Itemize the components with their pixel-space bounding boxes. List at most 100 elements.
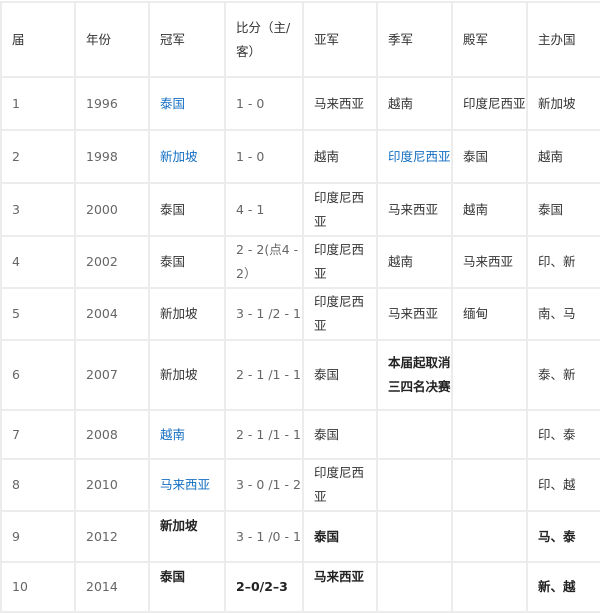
header-champion: 冠军 bbox=[148, 1, 226, 78]
cell-edition: 5 bbox=[0, 287, 76, 341]
cell-champion[interactable]: 泰国 bbox=[148, 76, 226, 131]
header-host: 主办国 bbox=[526, 1, 600, 78]
cell-runner-up: 泰国 bbox=[302, 409, 378, 460]
cell-host: 新加坡 bbox=[526, 76, 600, 131]
table-row: 4 2002 泰国 2 - 2(点4 - 2） 印度尼西亚 越南 马来西亚 印、新 bbox=[0, 235, 600, 289]
cell-champion: 新加坡 bbox=[148, 510, 226, 563]
cell-runner-up: 马来西亚 bbox=[302, 76, 378, 131]
cell-host: 印、泰 bbox=[526, 409, 600, 460]
cell-score: 3 - 1 /2 - 1 bbox=[224, 287, 304, 341]
cell-runner-up: 印度尼西亚 bbox=[302, 235, 378, 289]
cell-edition: 3 bbox=[0, 182, 76, 237]
cell-fourth: 马来西亚 bbox=[451, 235, 528, 289]
cell-runner-up: 泰国 bbox=[302, 339, 378, 411]
cell-champion: 新加坡 bbox=[148, 287, 226, 341]
header-fourth: 殿军 bbox=[451, 1, 528, 78]
cell-edition: 9 bbox=[0, 510, 76, 563]
cell-third: 本届起取消三四名决赛 bbox=[376, 339, 453, 411]
table-row: 3 2000 泰国 4 - 1 印度尼西亚 马来西亚 越南 泰国 bbox=[0, 182, 600, 237]
cell-host: 泰国 bbox=[526, 182, 600, 237]
header-edition: 届 bbox=[0, 1, 76, 78]
cell-third bbox=[376, 510, 453, 563]
cell-score: 2 - 1 /1 - 1 bbox=[224, 409, 304, 460]
cell-runner-up: 泰国 bbox=[302, 510, 378, 563]
cell-year: 2002 bbox=[74, 235, 150, 289]
cell-third bbox=[376, 409, 453, 460]
cell-champion[interactable]: 越南 bbox=[148, 409, 226, 460]
cell-score: 2 - 1 /1 - 1 bbox=[224, 339, 304, 411]
cell-third bbox=[376, 458, 453, 512]
cell-year: 2012 bbox=[74, 510, 150, 563]
cell-edition: 4 bbox=[0, 235, 76, 289]
cell-score: 4 - 1 bbox=[224, 182, 304, 237]
cell-host: 南、马 bbox=[526, 287, 600, 341]
cell-third bbox=[376, 561, 453, 613]
cell-runner-up: 印度尼西亚 bbox=[302, 287, 378, 341]
cell-year: 2000 bbox=[74, 182, 150, 237]
cell-host: 印、新 bbox=[526, 235, 600, 289]
cell-score: 1 - 0 bbox=[224, 129, 304, 184]
cell-score: 2 - 2(点4 - 2） bbox=[224, 235, 304, 289]
cell-edition: 6 bbox=[0, 339, 76, 411]
cell-year: 2014 bbox=[74, 561, 150, 613]
cell-champion[interactable]: 新加坡 bbox=[148, 129, 226, 184]
table-row: 9 2012 新加坡 3 - 1 /0 - 1 泰国 马、泰 bbox=[0, 510, 600, 563]
cell-host: 泰、新 bbox=[526, 339, 600, 411]
cell-third[interactable]: 印度尼西亚 bbox=[376, 129, 453, 184]
cell-runner-up: 印度尼西亚 bbox=[302, 182, 378, 237]
cell-edition: 8 bbox=[0, 458, 76, 512]
table-row: 5 2004 新加坡 3 - 1 /2 - 1 印度尼西亚 马来西亚 缅甸 南、马 bbox=[0, 287, 600, 341]
cell-champion: 泰国 bbox=[148, 235, 226, 289]
cell-year: 2007 bbox=[74, 339, 150, 411]
cell-fourth: 缅甸 bbox=[451, 287, 528, 341]
cell-host: 新、越 bbox=[526, 561, 600, 613]
cell-score: 3 - 1 /0 - 1 bbox=[224, 510, 304, 563]
table-row: 6 2007 新加坡 2 - 1 /1 - 1 泰国 本届起取消三四名决赛 泰、新 bbox=[0, 339, 600, 411]
cell-score: 2–0/2–3 bbox=[224, 561, 304, 613]
cell-third: 越南 bbox=[376, 76, 453, 131]
header-row: 届 年份 冠军 比分（主/客） 亚军 季军 殿军 主办国 bbox=[0, 1, 600, 78]
cell-champion: 泰国 bbox=[148, 182, 226, 237]
cell-fourth: 印度尼西亚 bbox=[451, 76, 528, 131]
table-row: 1 1996 泰国 1 - 0 马来西亚 越南 印度尼西亚 新加坡 bbox=[0, 76, 600, 131]
cell-edition: 10 bbox=[0, 561, 76, 613]
cell-edition: 1 bbox=[0, 76, 76, 131]
cell-third: 马来西亚 bbox=[376, 182, 453, 237]
cell-year: 2008 bbox=[74, 409, 150, 460]
cell-year: 1998 bbox=[74, 129, 150, 184]
cell-champion[interactable]: 马来西亚 bbox=[148, 458, 226, 512]
cell-edition: 2 bbox=[0, 129, 76, 184]
cell-host: 越南 bbox=[526, 129, 600, 184]
cell-runner-up: 印度尼西亚 bbox=[302, 458, 378, 512]
cell-runner-up: 马来西亚 bbox=[302, 561, 378, 613]
cell-fourth: 泰国 bbox=[451, 129, 528, 184]
header-third: 季军 bbox=[376, 1, 453, 78]
cell-runner-up: 越南 bbox=[302, 129, 378, 184]
cell-year: 2010 bbox=[74, 458, 150, 512]
cell-fourth: 越南 bbox=[451, 182, 528, 237]
header-year: 年份 bbox=[74, 1, 150, 78]
cell-score: 1 - 0 bbox=[224, 76, 304, 131]
cell-champion: 新加坡 bbox=[148, 339, 226, 411]
cell-fourth bbox=[451, 409, 528, 460]
cell-fourth bbox=[451, 458, 528, 512]
cell-edition: 7 bbox=[0, 409, 76, 460]
table-row: 2 1998 新加坡 1 - 0 越南 印度尼西亚 泰国 越南 bbox=[0, 129, 600, 184]
cell-third: 越南 bbox=[376, 235, 453, 289]
cell-fourth bbox=[451, 561, 528, 613]
cell-host: 马、泰 bbox=[526, 510, 600, 563]
header-score: 比分（主/客） bbox=[224, 1, 304, 78]
cell-score: 3 - 0 /1 - 2 bbox=[224, 458, 304, 512]
cell-year: 2004 bbox=[74, 287, 150, 341]
cell-fourth bbox=[451, 510, 528, 563]
cell-champion: 泰国 bbox=[148, 561, 226, 613]
cell-host: 印、越 bbox=[526, 458, 600, 512]
table-row: 7 2008 越南 2 - 1 /1 - 1 泰国 印、泰 bbox=[0, 409, 600, 460]
cell-third: 马来西亚 bbox=[376, 287, 453, 341]
table-row: 10 2014 泰国 2–0/2–3 马来西亚 新、越 bbox=[0, 561, 600, 613]
cell-year: 1996 bbox=[74, 76, 150, 131]
table-row: 8 2010 马来西亚 3 - 0 /1 - 2 印度尼西亚 印、越 bbox=[0, 458, 600, 512]
header-runner-up: 亚军 bbox=[302, 1, 378, 78]
cell-fourth bbox=[451, 339, 528, 411]
